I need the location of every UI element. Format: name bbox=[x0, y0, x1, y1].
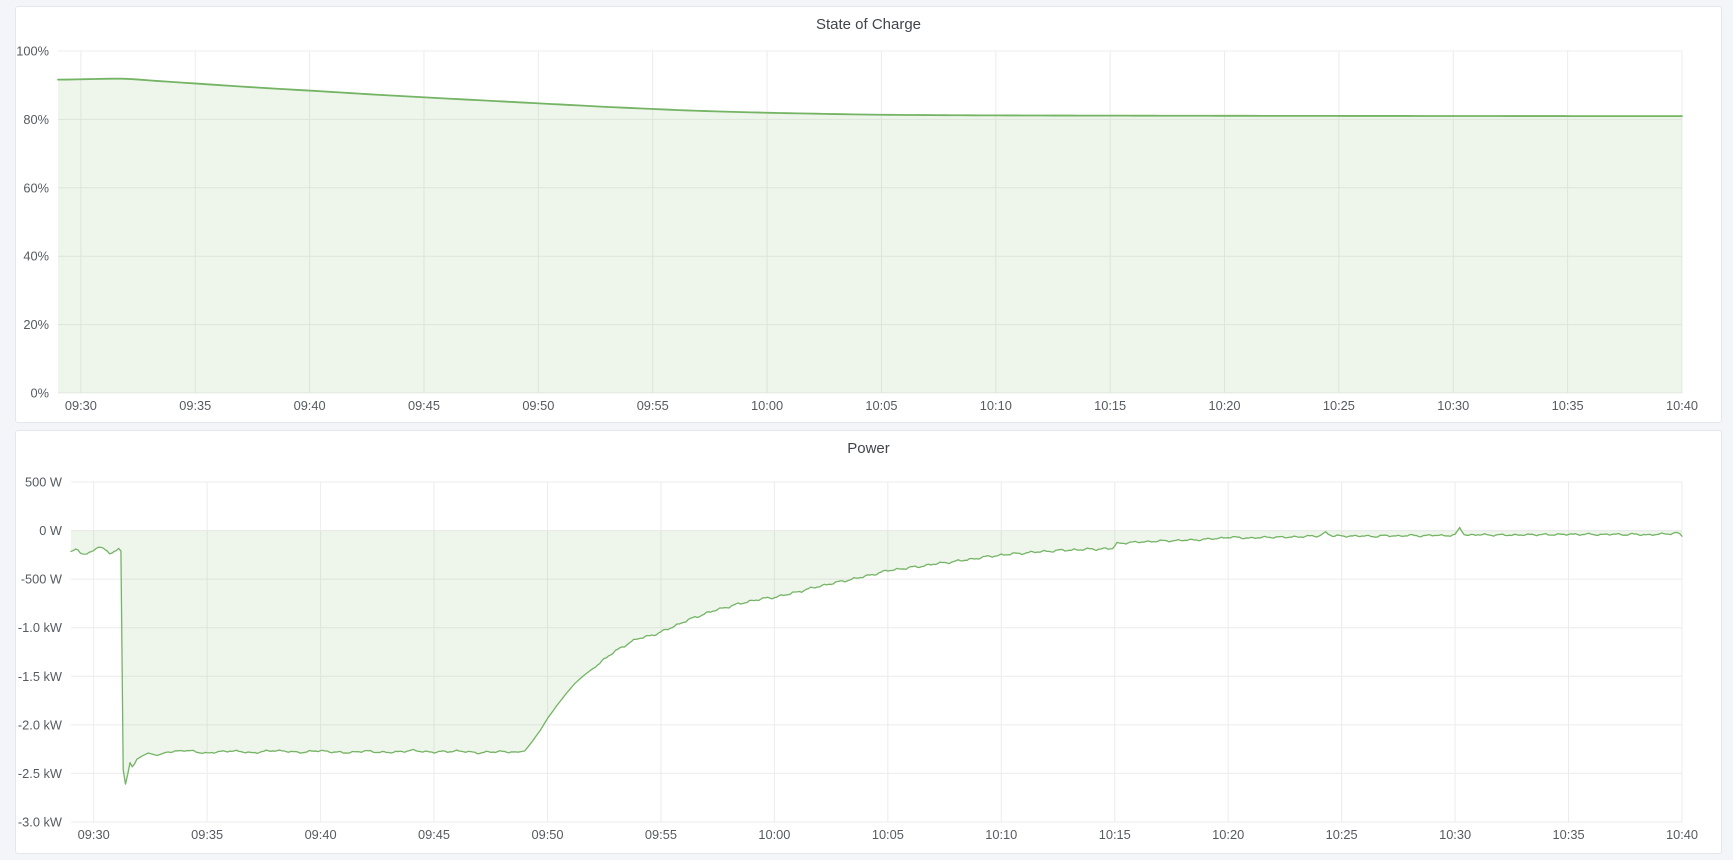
x-axis-tick-label: 10:20 bbox=[1209, 398, 1241, 413]
panel-power: Power 500 W 0 W -500 W -1.0 kW -1.5 kW -2.0 k… bbox=[15, 430, 1722, 854]
y-axis-tick-label: 500 W bbox=[25, 475, 63, 490]
x-axis-tick-label: 10:10 bbox=[980, 398, 1012, 413]
x-axis-tick-label: 09:45 bbox=[408, 398, 440, 413]
y-axis-tick-label: -1.0 kW bbox=[18, 620, 63, 635]
x-axis-tick-label: 10:35 bbox=[1552, 398, 1584, 413]
power-chart[interactable]: 500 W 0 W -500 W -1.0 kW -1.5 kW -2.0 kW -2.5 … bbox=[16, 431, 1721, 853]
x-axis-tick-label: 10:40 bbox=[1666, 398, 1698, 413]
y-axis-tick-label: 40% bbox=[23, 249, 49, 264]
x-axis-tick-label: 10:00 bbox=[758, 827, 790, 842]
x-axis-tick-label: 10:25 bbox=[1323, 398, 1355, 413]
panel-title-state-of-charge[interactable]: State of Charge bbox=[815, 16, 922, 33]
y-axis-tick-label: 100% bbox=[16, 44, 49, 59]
x-axis-tick-label: 09:50 bbox=[522, 398, 554, 413]
x-axis-tick-label: 10:15 bbox=[1099, 827, 1131, 842]
x-axis-tick-label: 09:35 bbox=[191, 827, 223, 842]
y-axis-tick-label: 0 W bbox=[39, 523, 63, 538]
x-axis-tick-label: 10:10 bbox=[985, 827, 1017, 842]
panel-state-of-charge: State of Charge 100% 80% 60% 40% 20% 0% 09:30 0… bbox=[15, 6, 1722, 423]
x-axis-tick-label: 09:45 bbox=[418, 827, 450, 842]
x-axis-tick-label: 10:15 bbox=[1094, 398, 1126, 413]
x-axis-tick-label: 10:05 bbox=[872, 827, 904, 842]
x-axis-tick-label: 09:30 bbox=[78, 827, 110, 842]
y-axis-tick-label: -1.5 kW bbox=[18, 669, 63, 684]
y-axis-tick-label: 80% bbox=[23, 112, 49, 127]
x-axis-tick-label: 10:35 bbox=[1553, 827, 1585, 842]
x-axis-tick-label: 09:55 bbox=[645, 827, 677, 842]
x-axis-tick-label: 10:20 bbox=[1212, 827, 1244, 842]
y-axis-tick-label: -500 W bbox=[21, 572, 63, 587]
series-line bbox=[57, 77, 1683, 118]
y-axis-tick-label: 0% bbox=[31, 386, 50, 401]
soc-chart[interactable]: 100% 80% 60% 40% 20% 0% 09:30 09:35 09:40 09:45 09… bbox=[16, 7, 1721, 422]
x-axis-tick-label: 09:30 bbox=[65, 398, 97, 413]
y-axis-tick-label: -3.0 kW bbox=[18, 815, 63, 830]
x-axis-tick-label: 10:40 bbox=[1666, 827, 1698, 842]
x-axis-tick-label: 10:25 bbox=[1326, 827, 1358, 842]
y-axis-tick-label: 60% bbox=[23, 180, 49, 195]
x-axis-tick-label: 10:05 bbox=[865, 398, 897, 413]
x-axis-tick-label: 09:40 bbox=[305, 827, 337, 842]
x-axis-tick-label: 09:35 bbox=[179, 398, 211, 413]
y-axis-tick-label: -2.0 kW bbox=[18, 717, 63, 732]
y-axis-tick-label: -2.5 kW bbox=[18, 766, 63, 781]
panel-title-power[interactable]: Power bbox=[847, 440, 890, 457]
x-axis-tick-label: 09:40 bbox=[294, 398, 326, 413]
series-line bbox=[70, 526, 1683, 785]
x-axis-tick-label: 10:30 bbox=[1437, 398, 1469, 413]
series-area-fill bbox=[58, 78, 1682, 394]
x-axis-tick-label: 10:30 bbox=[1439, 827, 1471, 842]
series-area-fill bbox=[71, 527, 1682, 785]
x-axis-tick-label: 09:55 bbox=[637, 398, 669, 413]
x-axis-tick-label: 09:50 bbox=[531, 827, 563, 842]
y-axis-tick-label: 20% bbox=[23, 317, 49, 332]
x-axis-tick-label: 10:00 bbox=[751, 398, 783, 413]
